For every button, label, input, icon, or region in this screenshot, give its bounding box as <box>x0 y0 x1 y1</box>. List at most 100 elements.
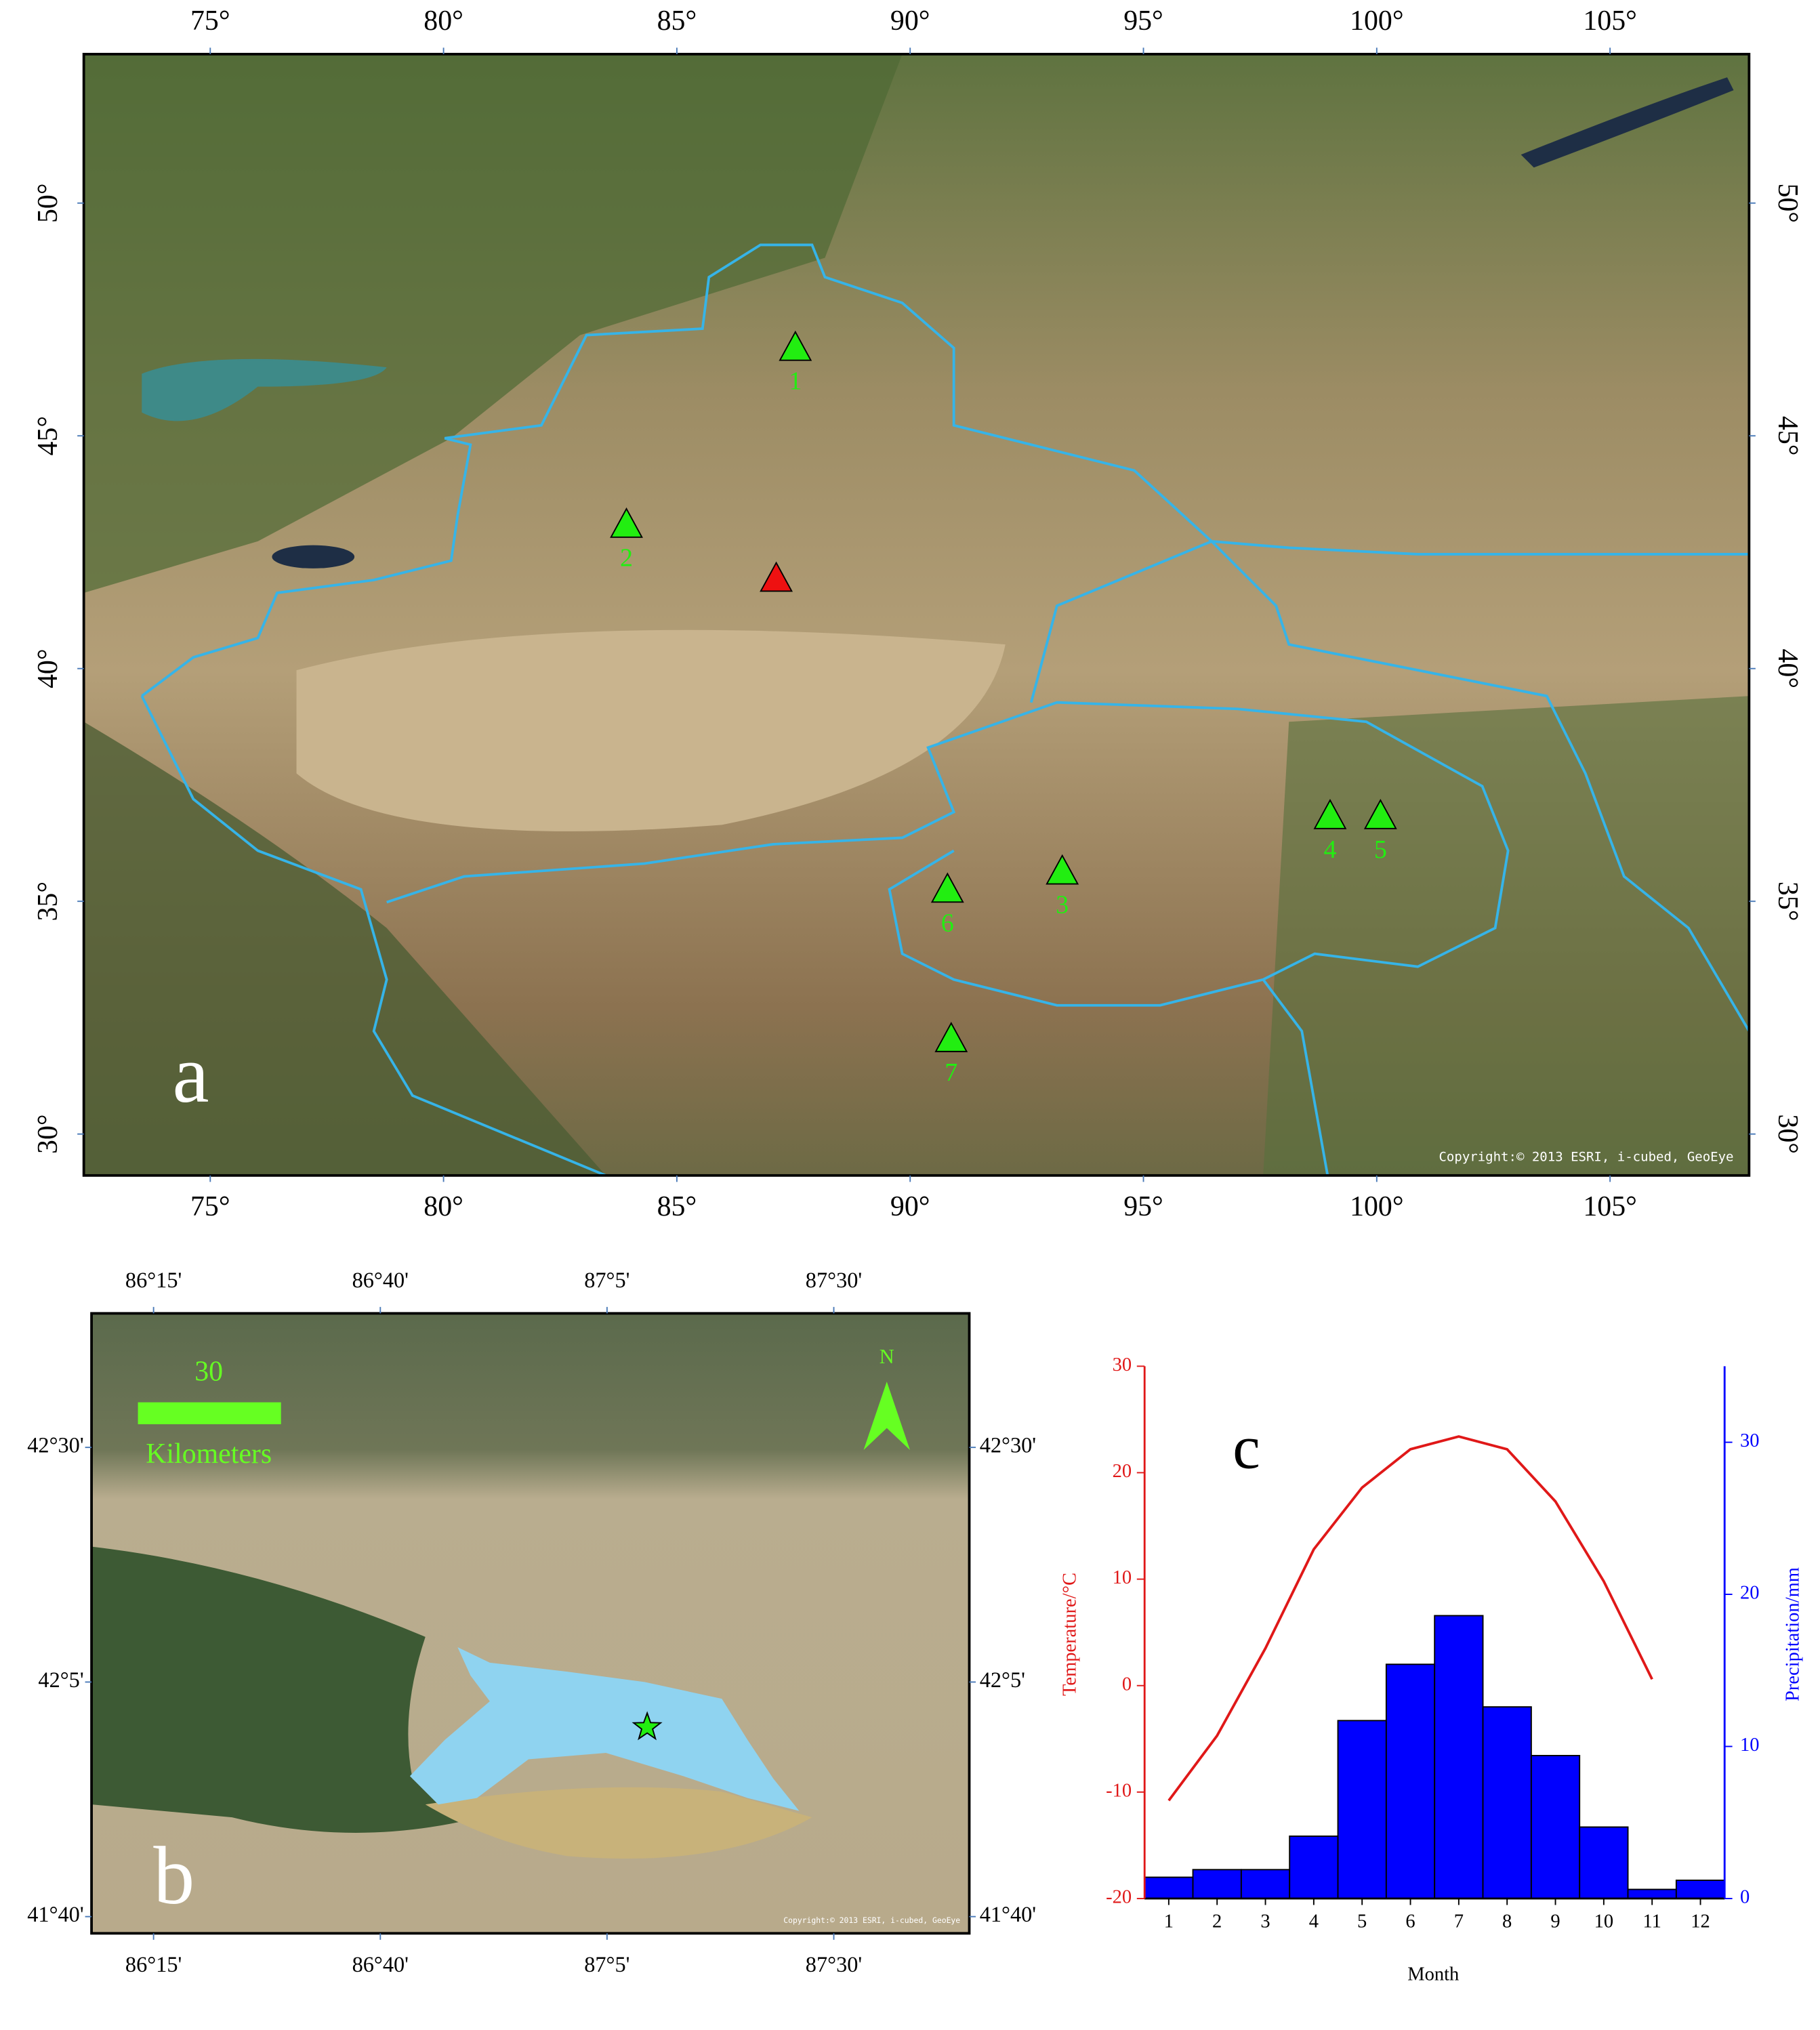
x-tick-label: 2 <box>1212 1911 1222 1932</box>
site-marker <box>1046 854 1079 885</box>
y-tick-label: 42°30' <box>980 1433 1036 1457</box>
site-label: 5 <box>1374 835 1387 864</box>
y2-axis-label: Precipitation/mm <box>1782 1567 1803 1701</box>
y-tick-label: 50° <box>1772 183 1803 223</box>
bar <box>1192 1869 1242 1899</box>
y-tick-label: 0 <box>1122 1674 1132 1695</box>
y-tick-label: 42°5' <box>38 1668 83 1692</box>
bar <box>1289 1835 1339 1899</box>
x-tick-label: 12 <box>1691 1911 1710 1932</box>
x-tick-label: 5 <box>1357 1911 1367 1932</box>
site-label: 2 <box>620 544 633 573</box>
bar <box>1579 1826 1629 1899</box>
x-tick-label: 1 <box>1164 1911 1174 1932</box>
x-tick-label: 85° <box>657 1191 697 1222</box>
map-frame <box>90 1312 971 1935</box>
boundary <box>386 701 1510 1007</box>
x-tick-label: 90° <box>890 1191 930 1222</box>
x-tick-label: 86°40' <box>352 1952 409 1976</box>
panel-label: a <box>173 1029 209 1120</box>
y-tick-label: 42°30' <box>27 1433 83 1457</box>
y-tick-label: 20 <box>1113 1461 1132 1482</box>
boundary <box>1262 978 1329 1176</box>
map-frame <box>82 52 1751 1177</box>
y-tick-label: 30° <box>33 1114 64 1154</box>
y-tick-label: 40° <box>1772 648 1803 688</box>
lake <box>409 1647 800 1811</box>
bar <box>1385 1663 1436 1899</box>
x-tick-label: 86°40' <box>352 1268 409 1292</box>
y2-tick-label: 10 <box>1740 1735 1760 1756</box>
x-tick-label: 11 <box>1642 1911 1661 1932</box>
x-tick-label: 6 <box>1405 1911 1415 1932</box>
copyright: Copyright:© 2013 ESRI, i-cubed, GeoEye <box>1439 1150 1733 1165</box>
y-axis-label: Temperature/°C <box>1059 1573 1080 1696</box>
x-tick-label: 95° <box>1123 1191 1163 1222</box>
terrain <box>83 54 903 594</box>
scale-length: 30 <box>194 1356 223 1387</box>
site-marker <box>610 507 643 538</box>
bar <box>1675 1880 1726 1899</box>
x-tick-label: 80° <box>423 5 463 37</box>
oasis <box>91 1546 541 1833</box>
lake <box>272 545 355 568</box>
north-label: N <box>880 1345 894 1368</box>
site-label: 4 <box>1323 835 1336 864</box>
site-label: 3 <box>1056 891 1069 919</box>
copyright: Copyright:© 2013 ESRI, i-cubed, GeoEye <box>783 1915 960 1925</box>
y-tick-label: -10 <box>1106 1780 1132 1801</box>
map-a: a Copyright:© 2013 ESRI, i-cubed, GeoEye… <box>33 5 1803 1222</box>
y-tick-label: 30° <box>1772 1114 1803 1154</box>
scale-bar <box>138 1402 281 1424</box>
y-tick-label: 10 <box>1113 1567 1132 1588</box>
bar <box>1530 1755 1581 1899</box>
x-tick-label: 9 <box>1550 1911 1560 1932</box>
site-marker <box>934 1022 968 1052</box>
y-tick-label: 42°5' <box>980 1668 1025 1692</box>
site-marker <box>930 872 964 903</box>
y-tick-label: 50° <box>33 183 64 223</box>
site-label: 7 <box>945 1058 957 1087</box>
x-tick-label: 87°5' <box>584 1952 629 1976</box>
bar <box>1337 1720 1387 1899</box>
site-marker <box>1313 798 1347 829</box>
x-tick-label: 75° <box>190 1191 230 1222</box>
panel-label: c <box>1233 1413 1260 1482</box>
north-arrow <box>863 1382 910 1450</box>
line <box>1167 1435 1653 1802</box>
y-tick-label: 41°40' <box>980 1902 1036 1926</box>
x-tick-label: 105° <box>1583 1191 1636 1222</box>
map-b: 30 Kilometers N b Copyright:© 2013 ESRI,… <box>27 1268 1036 1976</box>
x-axis-label: Month <box>1407 1964 1459 1985</box>
x-tick-label: 3 <box>1260 1911 1270 1932</box>
site-label: 6 <box>941 909 954 937</box>
site-marker <box>779 330 812 361</box>
lake <box>142 358 387 421</box>
x-tick-label: 4 <box>1309 1911 1319 1932</box>
site-marker <box>760 561 793 592</box>
scale-unit: Kilometers <box>146 1438 272 1470</box>
panel-label: b <box>153 1831 194 1922</box>
boundary <box>1210 540 1750 1032</box>
y-tick-label: 40° <box>33 648 64 688</box>
x-tick-label: 86°15' <box>125 1952 182 1976</box>
x-tick-label: 100° <box>1350 5 1403 37</box>
y-tick-label: 35° <box>1772 882 1803 921</box>
x-tick-label: 85° <box>657 5 697 37</box>
terrain <box>296 629 1006 831</box>
x-tick-label: 10 <box>1594 1911 1614 1932</box>
bar <box>1434 1615 1484 1899</box>
x-tick-label: 105° <box>1583 5 1636 37</box>
x-tick-label: 87°30' <box>806 1268 862 1292</box>
boundary <box>141 243 1750 697</box>
x-tick-label: 8 <box>1502 1911 1512 1932</box>
x-tick-label: 7 <box>1454 1911 1464 1932</box>
y-tick-label: 30 <box>1113 1354 1132 1375</box>
boundary <box>1029 540 1212 703</box>
x-tick-label: 86°15' <box>125 1268 182 1292</box>
y-tick-label: 45° <box>33 416 64 456</box>
x-tick-label: 80° <box>423 1191 463 1222</box>
terrain <box>83 722 606 1176</box>
y-tick-label: 45° <box>1772 416 1803 456</box>
